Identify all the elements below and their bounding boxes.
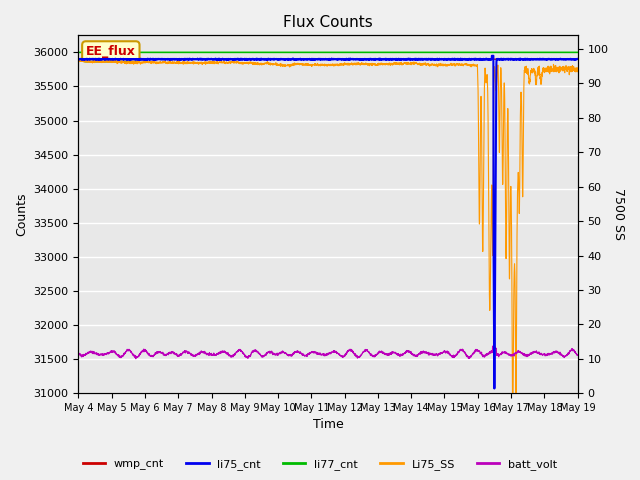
Text: EE_flux: EE_flux	[86, 45, 136, 58]
Y-axis label: 7500 SS: 7500 SS	[612, 188, 625, 240]
Y-axis label: Counts: Counts	[15, 192, 28, 236]
Legend: wmp_cnt, li75_cnt, li77_cnt, Li75_SS, batt_volt: wmp_cnt, li75_cnt, li77_cnt, Li75_SS, ba…	[78, 455, 562, 474]
Title: Flux Counts: Flux Counts	[283, 15, 373, 30]
X-axis label: Time: Time	[312, 419, 344, 432]
